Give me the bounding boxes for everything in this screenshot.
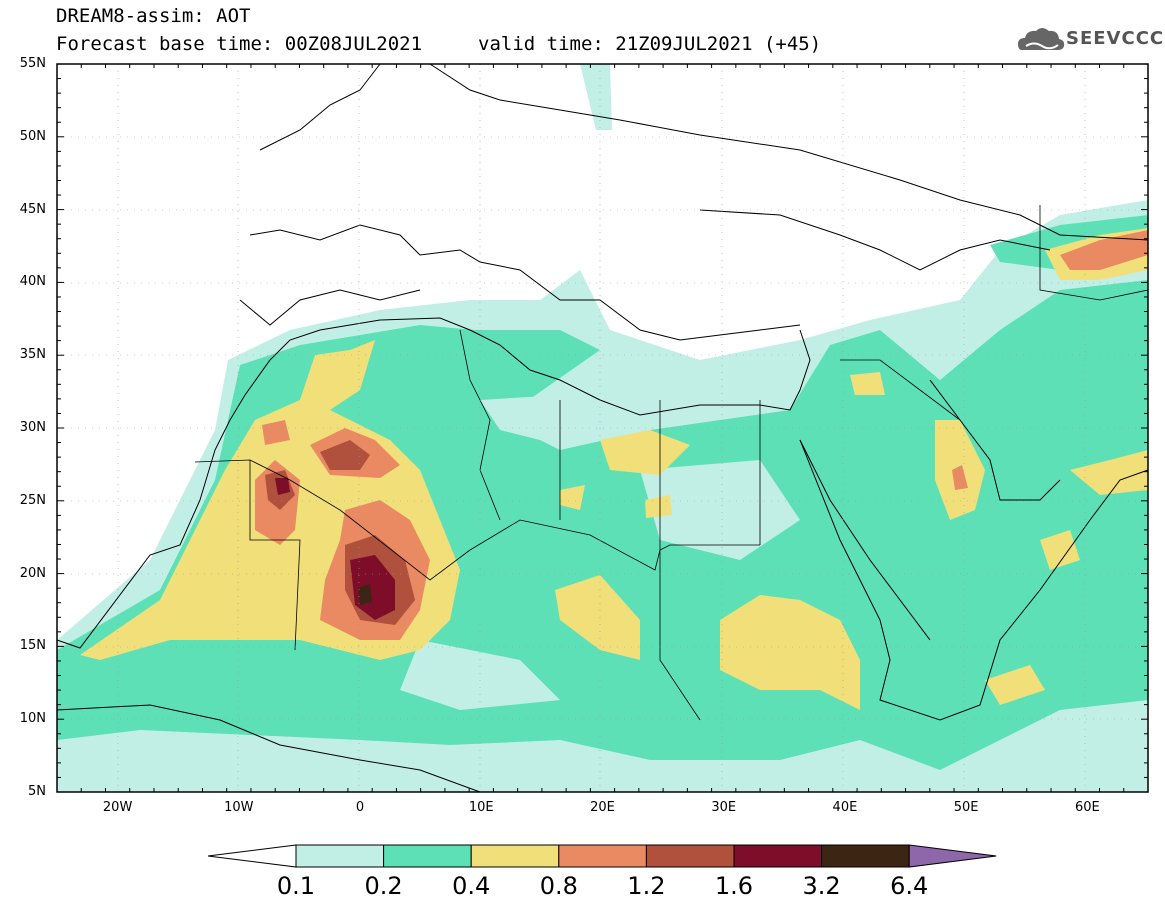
colorbar-swatch-3 [558, 844, 647, 868]
lon-label-50E: 50E [953, 800, 979, 815]
valid-time: valid time: 21Z09JUL2021 (+45) [478, 33, 822, 55]
aot-level-3.2 [358, 584, 372, 605]
lon-label-20W: 20W [102, 800, 133, 815]
colorbar-label-5: 1.6 [714, 872, 754, 900]
logo-text: SEEVCCC [1066, 28, 1165, 49]
lat-label-30N: 30N [19, 420, 46, 435]
colorbar-label-6: 3.2 [802, 872, 841, 900]
colorbar [207, 844, 997, 868]
axis-ticks [56, 63, 1149, 793]
lat-label-55N: 55N [19, 56, 46, 71]
lon-label-0: 0 [355, 800, 365, 815]
lat-label-10N: 10N [19, 711, 46, 727]
lat-label-15N: 15N [19, 638, 46, 654]
aot-field [57, 64, 1148, 792]
coastlines [56, 63, 1149, 793]
colorbar-swatch-0 [295, 844, 385, 868]
lat-label-45N: 45N [19, 201, 46, 217]
colorbar-label-4: 1.2 [627, 872, 666, 900]
colorbar-over-arrow [908, 844, 997, 868]
lat-label-20N: 20N [19, 565, 46, 581]
cloud-logo-icon [1018, 28, 1065, 50]
gridlines [57, 64, 1148, 792]
colorbar-swatch-4 [645, 844, 735, 868]
lat-label-35N: 35N [19, 347, 46, 363]
colorbar-under-arrow [207, 844, 297, 868]
country-borders [194, 205, 1149, 721]
chart-title: DREAM8-assim: AOT [56, 5, 251, 27]
lon-label-10E: 10E [468, 800, 494, 815]
lat-label-40N: 40N [19, 274, 46, 290]
colorbar-label-7: 6.4 [890, 872, 929, 900]
lat-label-50N: 50N [19, 128, 46, 144]
colorbar-swatch-6 [821, 844, 910, 868]
lon-label-20E: 20E [590, 800, 615, 815]
forecast-base-time: Forecast base time: 00Z08JUL2021 [56, 33, 423, 55]
colorbar-label-0: 0.1 [276, 872, 316, 900]
lon-label-40E: 40E [832, 800, 858, 815]
lon-label-10W: 10W [224, 800, 254, 815]
lat-label-25N: 25N [19, 492, 46, 508]
lon-label-30E: 30E [711, 800, 737, 815]
colorbar-swatch-1 [383, 844, 472, 868]
colorbar-label-3: 0.8 [539, 872, 578, 900]
lon-label-60E: 60E [1074, 800, 1100, 815]
colorbar-label-1: 0.2 [364, 872, 403, 900]
colorbar-swatch-2 [470, 844, 560, 868]
lat-label-5N: 5N [28, 784, 46, 799]
colorbar-swatch-5 [733, 844, 823, 868]
colorbar-label-2: 0.4 [452, 872, 491, 900]
